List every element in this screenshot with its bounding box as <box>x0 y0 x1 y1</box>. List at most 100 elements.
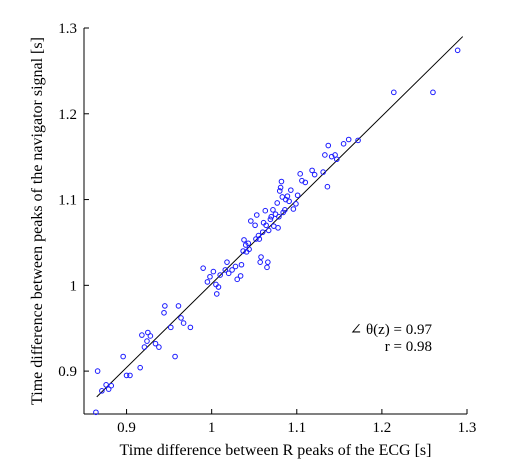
data-point <box>275 225 281 231</box>
data-point <box>274 200 281 206</box>
data-point <box>141 344 148 350</box>
data-point <box>278 178 285 185</box>
correlation-annotation: r = 0.98 <box>385 339 432 355</box>
data-point <box>276 213 282 220</box>
y-tick-label: 0.9 <box>58 364 77 380</box>
data-point <box>252 222 258 229</box>
data-point <box>294 192 301 199</box>
data-point <box>263 222 269 229</box>
data-point <box>178 315 184 321</box>
data-point <box>161 309 167 316</box>
data-point <box>255 232 262 239</box>
data-point <box>217 272 223 278</box>
data-point <box>320 169 326 175</box>
data-point <box>237 273 244 279</box>
data-point <box>270 207 276 213</box>
data-point <box>162 303 168 309</box>
y-tick-label: 1.2 <box>58 107 77 123</box>
data-point <box>204 279 211 285</box>
data-point <box>215 284 222 290</box>
y-tick-label: 1.1 <box>58 193 77 209</box>
fit-line <box>96 36 464 398</box>
data-point <box>207 273 213 280</box>
y-axis-label: Time difference between peaks of the nav… <box>29 37 46 405</box>
data-point <box>187 324 194 331</box>
data-point <box>264 264 270 271</box>
data-point <box>152 340 159 347</box>
x-axis-ticks: 0.9 1 1.1 1.2 1.3 <box>117 409 476 436</box>
data-point <box>99 388 105 394</box>
data-point <box>172 353 178 360</box>
data-point <box>93 409 99 416</box>
x-axis-label: Time difference between R peaks of the E… <box>120 442 432 459</box>
data-point <box>225 270 232 277</box>
data-point <box>213 291 220 297</box>
data-point <box>277 184 284 191</box>
data-point <box>94 368 101 374</box>
data-point <box>210 268 217 275</box>
data-point <box>108 382 115 389</box>
data-point <box>241 237 247 243</box>
data-point <box>123 372 130 379</box>
data-point <box>248 218 254 224</box>
angle-theta-annotation: ∠ θ(z) = 0.97 <box>350 322 433 338</box>
data-point <box>322 152 328 158</box>
data-point <box>246 246 252 253</box>
data-point <box>253 212 260 218</box>
data-point <box>238 261 245 268</box>
data-point <box>276 188 283 194</box>
x-tick-label: 1.2 <box>373 420 392 436</box>
data-point <box>324 183 331 190</box>
x-tick-label: 1.3 <box>458 420 477 436</box>
data-point <box>175 303 182 309</box>
data-point <box>234 276 240 283</box>
data-point <box>333 156 340 163</box>
data-point <box>340 141 347 147</box>
data-point <box>137 364 143 371</box>
data-point <box>144 338 150 344</box>
data-point <box>290 206 297 212</box>
data-point <box>288 187 294 193</box>
x-tick-label: 1 <box>208 420 216 436</box>
data-point <box>272 211 279 217</box>
data-point <box>200 265 206 271</box>
data-point <box>156 344 162 350</box>
data-point <box>267 216 274 223</box>
y-tick-label: 1 <box>70 278 78 294</box>
data-point <box>430 89 436 96</box>
data-point <box>168 324 174 331</box>
data-point <box>258 254 264 260</box>
y-tick-label: 1.3 <box>58 21 77 37</box>
data-point <box>245 240 252 247</box>
data-point <box>268 213 275 220</box>
data-point <box>345 136 352 143</box>
data-point <box>256 236 263 242</box>
data-point <box>279 194 286 200</box>
x-tick-label: 0.9 <box>117 420 136 436</box>
data-point <box>120 353 126 360</box>
data-point <box>180 320 187 326</box>
data-points <box>93 47 461 416</box>
fit-line-group <box>96 36 464 398</box>
data-point <box>103 382 109 388</box>
data-point <box>229 267 235 273</box>
data-point <box>284 193 291 199</box>
data-point <box>259 229 266 235</box>
data-point <box>232 263 239 270</box>
data-point <box>391 89 397 96</box>
data-point <box>262 207 269 214</box>
data-point <box>297 171 303 177</box>
data-point <box>355 137 361 144</box>
data-point <box>282 207 288 213</box>
data-point <box>240 248 246 254</box>
data-point <box>224 259 230 265</box>
data-point <box>286 198 292 205</box>
x-tick-label: 1.1 <box>287 420 306 436</box>
data-point <box>302 179 309 186</box>
data-point <box>265 259 271 265</box>
data-point <box>147 333 154 339</box>
data-point <box>293 201 299 207</box>
y-axis-ticks: 0.9 1 1.1 1.2 1.3 <box>58 21 89 380</box>
data-point <box>265 227 272 234</box>
